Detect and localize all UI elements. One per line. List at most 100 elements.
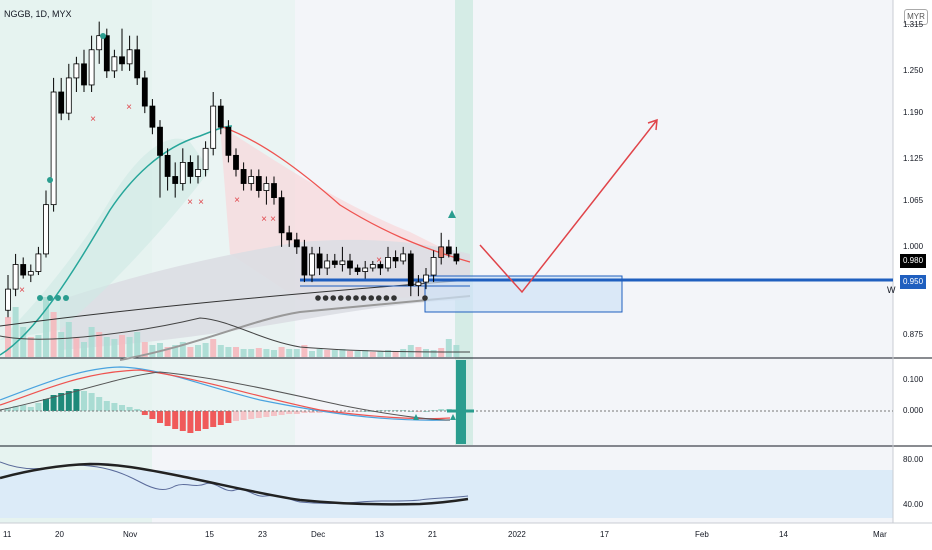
macd-bar <box>134 409 141 411</box>
macd-bar <box>103 401 110 411</box>
macd-bar <box>339 411 346 412</box>
time-tick-label: Nov <box>123 530 138 539</box>
candle-down <box>301 246 308 276</box>
candle-up <box>210 105 217 149</box>
volume-bar <box>157 343 163 357</box>
candle-down <box>141 77 148 107</box>
candle-down <box>81 63 87 86</box>
signal-dot-dark <box>422 295 428 301</box>
volume-bar <box>293 349 300 357</box>
macd-bar <box>5 408 11 411</box>
price-tick-label: 1.065 <box>903 196 924 206</box>
signal-dot-dark <box>330 295 337 301</box>
macd-bar <box>202 411 209 429</box>
volume-bar <box>407 345 414 357</box>
candle-up <box>309 253 315 276</box>
volume-bar <box>263 349 270 357</box>
candle-up <box>43 204 49 255</box>
macd-bar <box>316 411 323 413</box>
time-tick-label: Dec <box>311 530 326 539</box>
volume-bar <box>12 307 19 357</box>
candle-down <box>347 260 353 269</box>
sell-x-mark: × <box>126 102 132 113</box>
volume-bar <box>58 332 65 357</box>
sell-x-mark: × <box>270 214 276 225</box>
candle-down <box>58 91 65 114</box>
sell-x-mark: × <box>198 197 204 208</box>
volume-bar <box>347 351 353 357</box>
volume-bar <box>453 345 460 357</box>
candle-up <box>385 257 391 269</box>
candle-down <box>164 154 171 177</box>
macd-bar <box>126 407 133 411</box>
macd-tick-label: 0.000 <box>903 406 924 415</box>
ma-dark-line-2 <box>0 317 471 353</box>
volume-bar <box>35 335 42 357</box>
macd-bar <box>438 409 445 411</box>
volume-bar <box>164 347 171 357</box>
macd-bar <box>88 393 95 411</box>
price-tick-label: 1.125 <box>903 153 924 163</box>
macd-histogram <box>5 389 460 433</box>
signal-triangle-up <box>448 210 456 218</box>
rsi-ma-line <box>0 462 469 506</box>
volume-bar <box>423 349 429 357</box>
macd-bar <box>187 411 194 433</box>
volume-bar <box>50 312 57 357</box>
volume-bar <box>202 343 209 357</box>
macd-line-dark <box>0 371 451 421</box>
volume-bar <box>43 297 49 357</box>
volume-bar <box>354 351 361 357</box>
sell-x-mark: × <box>19 285 25 296</box>
volume-bar <box>316 349 323 357</box>
signal-dot-dark <box>345 295 352 301</box>
macd-bar <box>35 403 42 411</box>
candle-up <box>27 271 34 276</box>
macd-bar <box>73 389 80 411</box>
macd-bar <box>65 391 72 411</box>
currency-badge[interactable]: MYR <box>904 9 928 25</box>
rsi-line <box>0 461 469 504</box>
rsi-tick-label: 80.00 <box>903 455 924 464</box>
candle-down <box>445 246 452 255</box>
volume-bar <box>255 348 262 357</box>
signal-dot-dark <box>391 295 397 301</box>
candle-down <box>240 169 247 184</box>
signal-dot-teal <box>55 295 61 301</box>
signal-dot-teal <box>47 295 53 301</box>
volume-bar <box>111 339 118 357</box>
price-tick-label: 1.315 <box>903 20 924 30</box>
volume-bar <box>400 349 407 357</box>
macd-spike-bar <box>456 360 466 444</box>
macd-bar <box>81 391 87 411</box>
macd-bar <box>210 411 217 427</box>
candle-up <box>126 49 133 65</box>
volume-bar <box>309 351 315 357</box>
volume-bar <box>324 350 331 357</box>
macd-bar <box>20 405 27 411</box>
teal-cloud <box>0 138 210 340</box>
volume-bar <box>141 342 148 357</box>
volume-bar <box>217 345 224 357</box>
volume-bar <box>445 339 452 357</box>
candle-up <box>438 246 445 258</box>
signal-dot-dark <box>315 295 321 301</box>
volume-bar <box>65 322 72 357</box>
macd-bar <box>271 411 277 416</box>
candle-down <box>286 232 293 241</box>
candle-down <box>149 105 156 128</box>
projection-arrow-head <box>647 118 658 131</box>
candle-down <box>293 239 300 248</box>
volume-bar <box>339 349 346 357</box>
candle-down <box>354 267 361 272</box>
volume-bar <box>301 345 308 357</box>
projection-arrow <box>479 119 658 294</box>
volume-bar <box>233 347 239 357</box>
macd-bar <box>301 411 308 413</box>
volume-bar <box>331 350 338 357</box>
candles <box>5 21 460 318</box>
time-tick-label: 15 <box>205 530 214 539</box>
time-tick-label: 17 <box>600 530 609 539</box>
macd-bar <box>164 411 171 426</box>
